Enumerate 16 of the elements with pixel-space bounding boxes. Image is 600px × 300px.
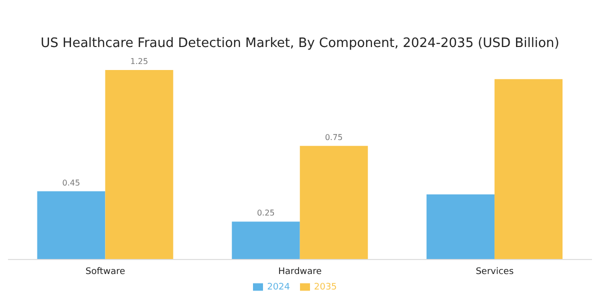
bar — [232, 222, 300, 260]
chart-title: US Healthcare Fraud Detection Market, By Component, 2024-2035 (USD Billion) — [40, 36, 560, 53]
data-label: 0.75 — [324, 132, 343, 142]
x-tick-label: Services — [476, 266, 514, 277]
bar — [300, 146, 368, 260]
bar — [426, 194, 495, 260]
data-label: 1.25 — [130, 57, 148, 66]
data-label: 0.25 — [256, 208, 275, 218]
bar — [105, 70, 174, 260]
bar — [37, 191, 106, 260]
x-tick-label: Software — [85, 266, 126, 277]
x-tick-label: Hardware — [278, 266, 322, 277]
data-label: 0.45 — [62, 178, 80, 188]
bar — [494, 79, 563, 260]
legend-label: 2024 — [267, 282, 290, 292]
legend-label: 2035 — [314, 282, 337, 292]
